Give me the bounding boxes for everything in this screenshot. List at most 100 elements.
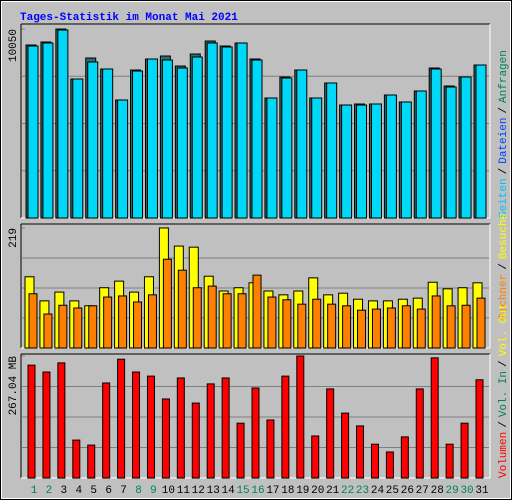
bar bbox=[296, 355, 305, 479]
x-tick-label: 17 bbox=[266, 485, 279, 497]
legend-entry: Seiten bbox=[498, 178, 510, 218]
x-tick-label: 11 bbox=[177, 485, 191, 497]
x-tick-label: 16 bbox=[251, 485, 264, 497]
bar bbox=[221, 377, 230, 479]
bar bbox=[162, 258, 172, 349]
x-tick-label: 26 bbox=[401, 485, 414, 497]
bar bbox=[42, 371, 51, 479]
bar bbox=[72, 439, 81, 479]
bar bbox=[386, 307, 396, 349]
x-tick-label: 15 bbox=[236, 485, 249, 497]
y-tick-label: 10050 bbox=[8, 29, 20, 62]
bar bbox=[118, 295, 128, 349]
bar bbox=[103, 296, 113, 349]
bar bbox=[282, 299, 292, 349]
bar bbox=[401, 305, 411, 349]
bar bbox=[147, 294, 157, 349]
bar bbox=[341, 412, 350, 479]
bar bbox=[72, 78, 84, 219]
bar bbox=[356, 425, 365, 479]
x-tick-label: 10 bbox=[162, 485, 175, 497]
bar bbox=[207, 285, 217, 349]
bar bbox=[236, 42, 248, 219]
bar bbox=[475, 64, 487, 219]
x-tick-label: 23 bbox=[356, 485, 369, 497]
legend-entry: Vol. In bbox=[498, 371, 510, 417]
x-tick-label: 3 bbox=[61, 485, 68, 497]
legend: Rechner / Besuche bbox=[498, 213, 510, 320]
bar bbox=[460, 76, 472, 219]
bar bbox=[475, 379, 484, 479]
bar bbox=[311, 435, 320, 479]
legend-separator: / bbox=[498, 263, 510, 270]
bar bbox=[297, 303, 307, 349]
bar bbox=[176, 377, 185, 479]
chart-title: Tages-Statistik im Monat Mai 2021 bbox=[20, 12, 238, 24]
bar bbox=[206, 42, 218, 219]
x-tick-label: 14 bbox=[222, 485, 236, 497]
bar bbox=[58, 304, 68, 349]
legend-separator: / bbox=[498, 421, 510, 428]
bar bbox=[476, 297, 486, 349]
bar bbox=[57, 362, 66, 479]
bar bbox=[281, 77, 293, 219]
bar bbox=[146, 58, 158, 219]
bar bbox=[117, 358, 126, 479]
bar bbox=[251, 387, 260, 479]
x-tick-label: 2 bbox=[46, 485, 53, 497]
bar bbox=[206, 383, 215, 479]
x-tick-label: 24 bbox=[371, 485, 385, 497]
bar bbox=[117, 99, 129, 219]
bar bbox=[87, 61, 99, 219]
bar bbox=[415, 388, 424, 479]
bar bbox=[43, 313, 53, 349]
bar bbox=[430, 68, 442, 219]
x-tick-label: 5 bbox=[90, 485, 97, 497]
legend-separator: / bbox=[498, 107, 510, 114]
bar bbox=[341, 104, 353, 219]
bar bbox=[221, 46, 233, 219]
x-tick-label: 6 bbox=[105, 485, 112, 497]
x-tick-label: 7 bbox=[120, 485, 127, 497]
bar bbox=[161, 59, 173, 219]
bar bbox=[445, 443, 454, 479]
bar bbox=[370, 443, 379, 479]
legend-separator: / bbox=[498, 168, 510, 175]
bar bbox=[57, 29, 69, 219]
bar bbox=[192, 287, 202, 349]
bar bbox=[191, 402, 200, 479]
bar bbox=[252, 274, 262, 349]
bar bbox=[28, 293, 38, 349]
bar bbox=[42, 42, 54, 219]
bar bbox=[281, 375, 290, 479]
bar bbox=[222, 293, 232, 349]
bar bbox=[342, 305, 352, 349]
bar bbox=[87, 444, 96, 479]
bar bbox=[415, 90, 427, 219]
bar bbox=[356, 104, 368, 219]
legend-entry: Anfragen bbox=[498, 50, 510, 103]
x-tick-label: 19 bbox=[296, 485, 309, 497]
x-tick-label: 20 bbox=[311, 485, 324, 497]
bar bbox=[326, 82, 338, 219]
legend: Seiten / Dateien / Anfragen bbox=[498, 50, 510, 218]
bar bbox=[177, 269, 187, 349]
bar bbox=[385, 451, 394, 479]
bar bbox=[461, 304, 471, 349]
bar bbox=[460, 422, 469, 479]
x-tick-label: 21 bbox=[326, 485, 340, 497]
legend: Volumen / Vol. In / Vol. Out bbox=[498, 304, 510, 478]
x-tick-label: 4 bbox=[75, 485, 82, 497]
legend-entry: Rechner bbox=[498, 274, 510, 320]
bar bbox=[27, 364, 36, 479]
bar bbox=[416, 308, 426, 349]
bar bbox=[133, 301, 143, 349]
bar bbox=[251, 59, 263, 219]
legend-entry: Besuche bbox=[498, 213, 510, 259]
bar bbox=[237, 293, 247, 349]
bar bbox=[236, 422, 245, 479]
bar bbox=[370, 103, 382, 219]
bar bbox=[102, 382, 111, 479]
y-tick-label: 219 bbox=[8, 228, 20, 248]
